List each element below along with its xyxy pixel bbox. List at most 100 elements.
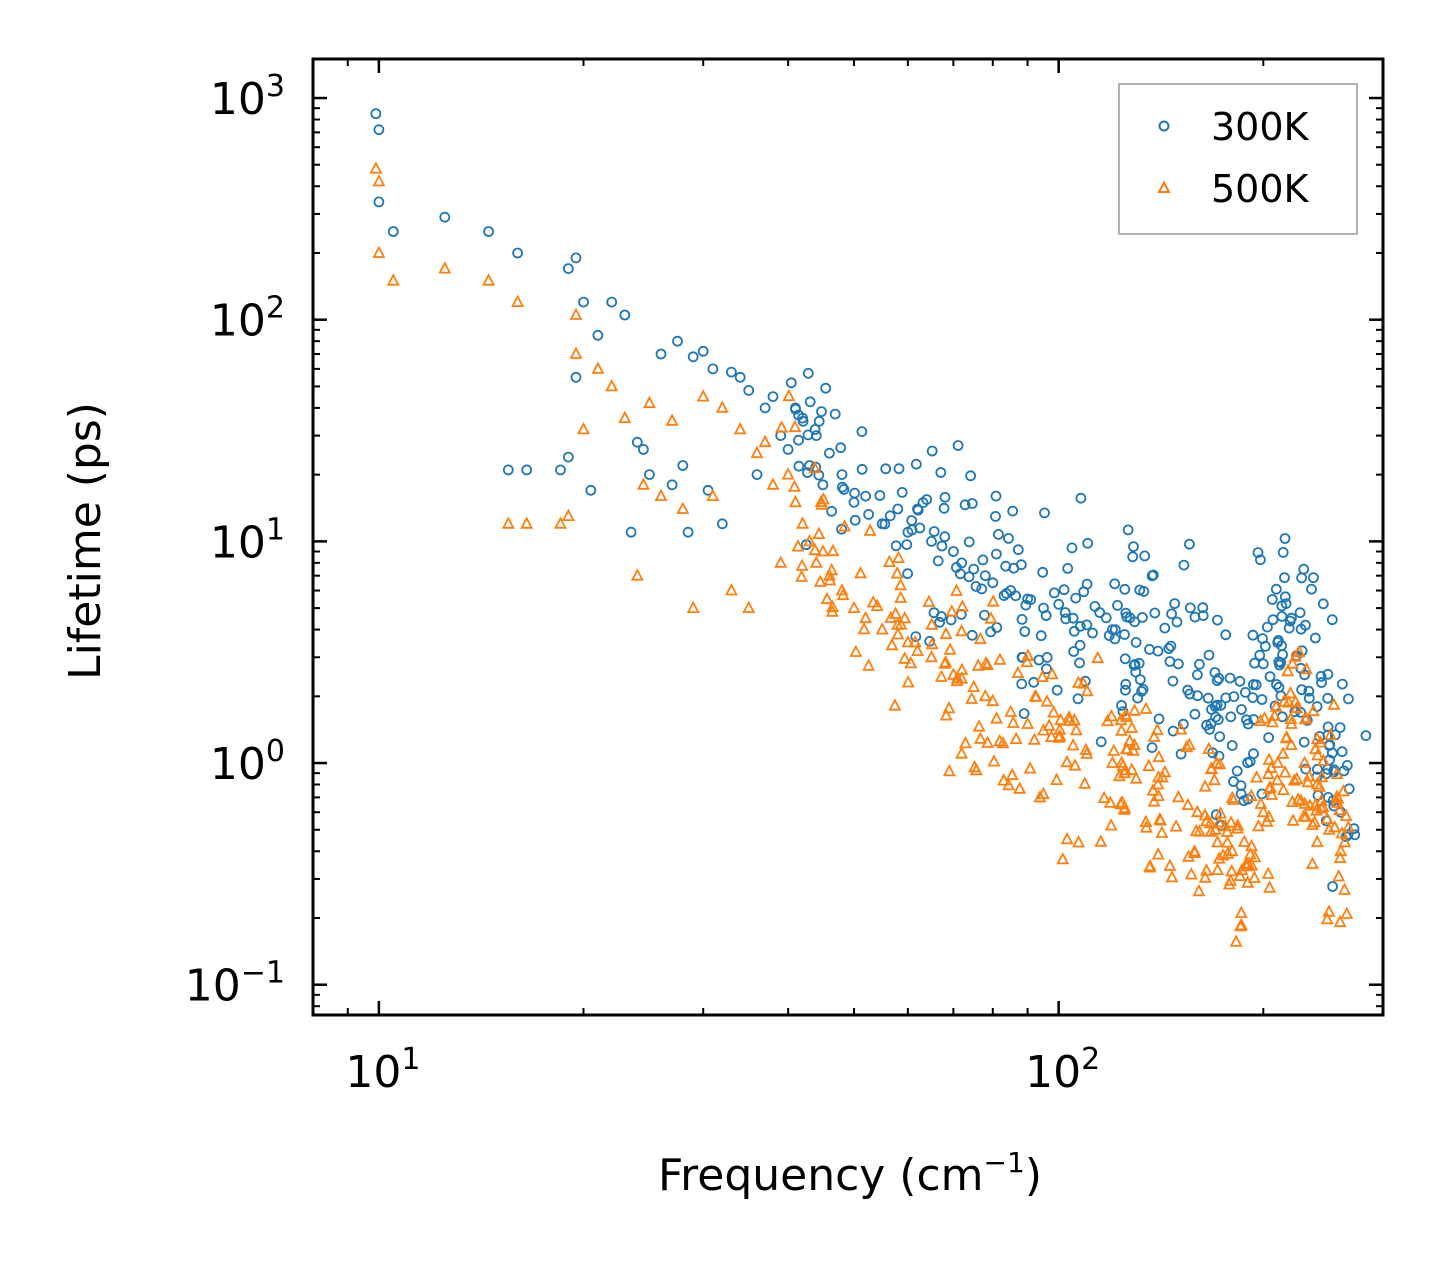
- data-point: [808, 542, 822, 556]
- data-point: [826, 599, 839, 613]
- data-point: [1184, 867, 1198, 880]
- data-point: [1163, 643, 1175, 654]
- data-point: [788, 419, 802, 433]
- data-point: [1310, 632, 1321, 644]
- data-point: [1184, 688, 1196, 700]
- data-point: [1016, 614, 1028, 625]
- data-point: [1270, 583, 1282, 595]
- data-point: [1276, 782, 1290, 796]
- data-point: [1116, 700, 1127, 711]
- data-point: [816, 544, 830, 557]
- data-point: [1028, 689, 1042, 702]
- data-point: [1139, 550, 1151, 562]
- data-point: [1299, 661, 1313, 675]
- data-point: [959, 499, 971, 511]
- data-point: [1178, 559, 1190, 571]
- data-point: [976, 583, 988, 595]
- data-point: [1062, 710, 1076, 723]
- legend-box: [1118, 83, 1358, 235]
- data-point: [890, 566, 904, 579]
- data-point: [898, 610, 912, 624]
- data-point: [1128, 703, 1141, 716]
- data-point: [742, 600, 756, 613]
- data-point: [1282, 695, 1296, 708]
- data-point: [1010, 590, 1021, 602]
- data-point: [563, 263, 574, 275]
- data-point: [726, 366, 737, 378]
- data-point: [1244, 788, 1258, 801]
- y-tick-label: 101: [210, 512, 285, 568]
- data-point: [1149, 607, 1161, 619]
- data-point: [1306, 703, 1320, 717]
- data-point: [788, 494, 802, 508]
- data-point: [1254, 796, 1268, 809]
- data-point: [1220, 629, 1232, 641]
- data-point: [1053, 598, 1065, 610]
- data-point: [672, 335, 683, 347]
- data-point: [893, 463, 905, 475]
- data-point: [1245, 838, 1259, 852]
- data-point: [1242, 793, 1254, 805]
- data-point: [1310, 777, 1324, 790]
- data-point: [438, 261, 452, 274]
- data-point: [1267, 614, 1279, 626]
- data-point: [625, 526, 637, 538]
- data-point: [797, 412, 808, 424]
- data-point: [969, 762, 983, 776]
- data-point: [892, 503, 904, 515]
- data-point: [1040, 610, 1052, 621]
- data-point: [1301, 774, 1315, 788]
- data-point: [1268, 708, 1282, 721]
- data-point: [1248, 679, 1259, 690]
- data-point: [1248, 870, 1261, 883]
- data-point: [1257, 711, 1271, 724]
- data-point: [808, 460, 822, 474]
- data-point: [1262, 752, 1276, 765]
- data-point: [1341, 819, 1355, 833]
- data-point: [1169, 598, 1181, 609]
- data-point: [1129, 771, 1143, 784]
- data-point: [884, 510, 896, 522]
- data-point: [948, 546, 959, 557]
- data-point: [984, 611, 998, 624]
- data-point: [891, 617, 904, 630]
- data-point: [1284, 711, 1298, 724]
- data-point: [1243, 846, 1257, 860]
- data-point: [1005, 767, 1019, 781]
- data-point: [1115, 723, 1128, 736]
- data-point: [1189, 708, 1201, 720]
- data-point: [1239, 856, 1253, 869]
- data-point: [875, 622, 889, 635]
- data-point: [1233, 868, 1247, 881]
- data-point: [1165, 869, 1179, 883]
- data-point: [971, 658, 985, 671]
- data-point: [1322, 692, 1334, 704]
- data-point: [829, 408, 841, 420]
- data-point: [555, 464, 566, 476]
- data-point: [1236, 704, 1247, 715]
- data-point: [372, 174, 386, 187]
- data-point: [724, 583, 738, 596]
- data-point: [1094, 607, 1106, 618]
- data-point: [1228, 691, 1240, 702]
- data-point: [1125, 762, 1139, 775]
- data-point: [751, 469, 763, 481]
- series-300k: [370, 108, 1372, 892]
- data-point: [1271, 679, 1282, 690]
- data-point: [1252, 547, 1264, 558]
- data-point: [1314, 735, 1327, 748]
- data-point: [901, 675, 915, 688]
- tick-labels: 101 102 10−1 100 101 102 103: [185, 69, 1100, 1098]
- data-point: [1125, 720, 1139, 733]
- data-point: [1263, 732, 1274, 743]
- y-tick-label: 100: [210, 734, 285, 790]
- data-point: [1333, 850, 1347, 864]
- data-point: [1330, 766, 1344, 779]
- data-point: [606, 296, 618, 308]
- data-point: [1231, 818, 1245, 831]
- data-point: [1338, 882, 1351, 895]
- data-point: [1009, 731, 1023, 744]
- data-point: [758, 434, 772, 448]
- data-point: [987, 577, 999, 589]
- data-point: [655, 348, 667, 360]
